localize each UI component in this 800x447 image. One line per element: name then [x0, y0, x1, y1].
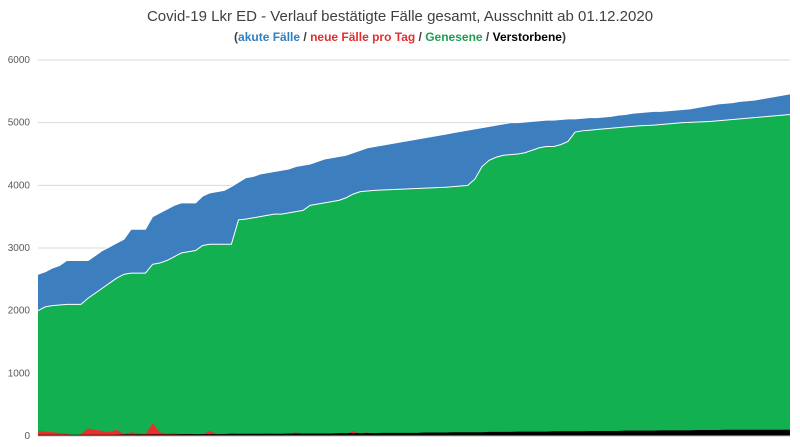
subtitle-part: akute Fälle: [238, 30, 301, 44]
subtitle-part: /: [300, 30, 311, 44]
subtitle-part: Genesene: [425, 30, 483, 44]
recovered-area-outline: [37, 114, 791, 312]
subtitle-part: ): [561, 30, 566, 44]
total-cases-area-outline: [37, 93, 791, 275]
y-tick-label: 2000: [8, 306, 31, 317]
y-tick-label: 1000: [8, 368, 31, 379]
y-tick-label: 3000: [8, 243, 31, 254]
y-tick-label: 4000: [8, 180, 31, 191]
subtitle-part: /: [415, 30, 426, 44]
subtitle-part: (: [234, 30, 239, 44]
chart-subtitle: (akute Fälle / neue Fälle pro Tag / Gene…: [0, 30, 800, 44]
y-tick-label: 6000: [8, 55, 31, 66]
y-tick-label: 5000: [8, 118, 31, 129]
recovered-area: [38, 114, 790, 437]
deaths-area: [38, 429, 790, 436]
subtitle-part: neue Fälle pro Tag: [310, 30, 416, 44]
subtitle-part: /: [482, 30, 493, 44]
y-tick-label: 0: [24, 431, 30, 442]
chart-title: Covid-19 Lkr ED - Verlauf bestätigte Fäl…: [146, 8, 654, 25]
subtitle-part: Verstorbene: [492, 30, 562, 44]
